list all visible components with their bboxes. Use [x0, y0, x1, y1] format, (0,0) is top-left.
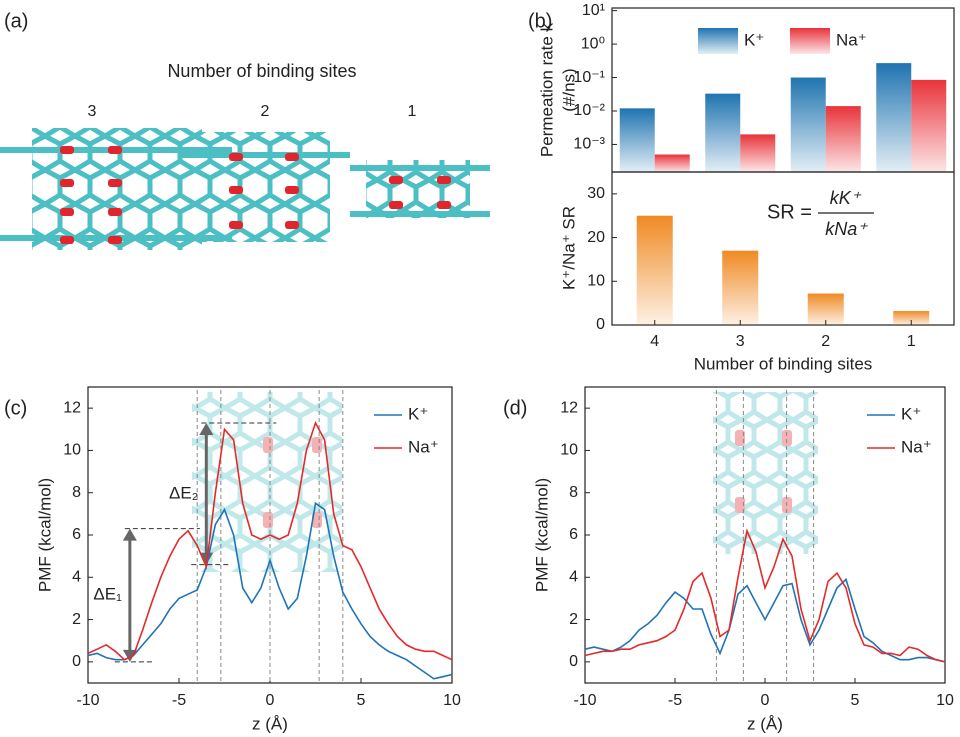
panel-title: Number of binding sites — [167, 61, 356, 81]
bar — [876, 63, 912, 172]
bar — [825, 106, 861, 172]
legend-label: Na⁺ — [901, 437, 932, 456]
nanotube-overlay — [192, 392, 818, 572]
y-tick-label: 2 — [569, 611, 578, 628]
formula: kNa⁺ — [825, 219, 868, 239]
panel-label: (b) — [528, 10, 552, 32]
x-tick-label: 10 — [443, 692, 461, 709]
y-tick-label: 12 — [560, 399, 578, 416]
bar — [705, 93, 741, 172]
arrow-head — [122, 528, 137, 541]
x-tick-label: -10 — [76, 692, 99, 709]
y-axis-label: Permeation rate k — [537, 22, 556, 157]
y-tick-label: 10 — [63, 442, 81, 459]
y-tick-label: 2 — [72, 611, 81, 628]
y-axis-label: (#/ns) — [559, 68, 578, 111]
legend-swatch — [790, 28, 830, 54]
tube-label: 2 — [261, 103, 270, 120]
bar — [893, 311, 930, 325]
y-axis-label: K⁺/Na⁺ SR — [559, 206, 578, 290]
tube-label: 3 — [88, 103, 97, 120]
legend-label: K⁺ — [901, 404, 921, 423]
x-tick-label: -5 — [172, 692, 186, 709]
x-tick-label: 1 — [907, 333, 916, 350]
arrow-head — [199, 422, 214, 435]
y-tick-label: 0 — [596, 316, 605, 333]
y-tick-label: 10⁰ — [581, 35, 605, 52]
x-tick-label: 5 — [851, 692, 860, 709]
y-tick-label: 8 — [569, 484, 578, 501]
arrow-head — [122, 649, 137, 662]
x-tick-label: 4 — [650, 333, 659, 350]
annotation: ΔE₁ — [93, 585, 122, 604]
y-tick-label: 0 — [72, 653, 81, 670]
bar — [807, 293, 844, 325]
panel-label: (a) — [4, 10, 28, 32]
x-tick-label: 0 — [266, 692, 275, 709]
x-axis-label: z (Å) — [252, 714, 288, 733]
line-series — [87, 501, 453, 680]
y-axis-label: PMF (kcal/mol) — [35, 478, 54, 592]
x-tick-label: 0 — [761, 692, 770, 709]
y-tick-label: 12 — [63, 399, 81, 416]
tube-label: 1 — [408, 103, 417, 120]
bar — [790, 77, 826, 172]
y-tick-label: 10⁻¹ — [573, 69, 605, 86]
y-tick-label: 10⁻³ — [573, 136, 605, 153]
y-tick-label: 6 — [72, 526, 81, 543]
formula: SR = — [767, 201, 812, 223]
y-tick-label: 4 — [569, 569, 578, 586]
legend-label: Na⁺ — [408, 437, 439, 456]
y-tick-label: 20 — [587, 229, 605, 246]
legend-swatch — [698, 28, 738, 54]
y-tick-label: 6 — [569, 526, 578, 543]
y-tick-label: 10 — [587, 273, 605, 290]
bar — [654, 154, 690, 172]
x-tick-label: -10 — [573, 692, 596, 709]
bar — [722, 250, 759, 325]
x-tick-label: 3 — [736, 333, 745, 350]
x-axis-label: Number of binding sites — [694, 354, 873, 373]
legend-label: K⁺ — [744, 30, 764, 49]
panel-label: (c) — [4, 397, 27, 419]
nanotube-images — [0, 128, 490, 250]
x-tick-label: 5 — [357, 692, 366, 709]
plot-frame — [611, 171, 955, 326]
line-series — [584, 528, 946, 663]
bar — [911, 79, 947, 172]
bar — [740, 134, 776, 172]
y-axis-label: PMF (kcal/mol) — [532, 478, 551, 592]
line-series — [584, 577, 946, 663]
y-tick-label: 30 — [587, 185, 605, 202]
bar — [636, 215, 673, 325]
y-tick-label: 0 — [569, 653, 578, 670]
x-tick-label: 2 — [821, 333, 830, 350]
bar — [619, 108, 655, 172]
y-tick-label: 10 — [560, 442, 578, 459]
x-axis-label: z (Å) — [747, 714, 783, 733]
y-tick-label: 8 — [72, 484, 81, 501]
y-tick-label: 4 — [72, 569, 81, 586]
formula: kK⁺ — [830, 188, 862, 208]
y-tick-label: 10¹ — [582, 2, 605, 19]
y-tick-label: 10⁻² — [573, 102, 605, 119]
line-series — [87, 420, 453, 661]
x-tick-label: 10 — [936, 692, 954, 709]
x-tick-label: -5 — [668, 692, 682, 709]
panel-label: (d) — [503, 397, 527, 419]
legend-label: Na⁺ — [836, 30, 867, 49]
annotation: ΔE₂ — [169, 483, 198, 502]
arrow-head — [199, 552, 214, 565]
legend-label: K⁺ — [408, 404, 428, 423]
